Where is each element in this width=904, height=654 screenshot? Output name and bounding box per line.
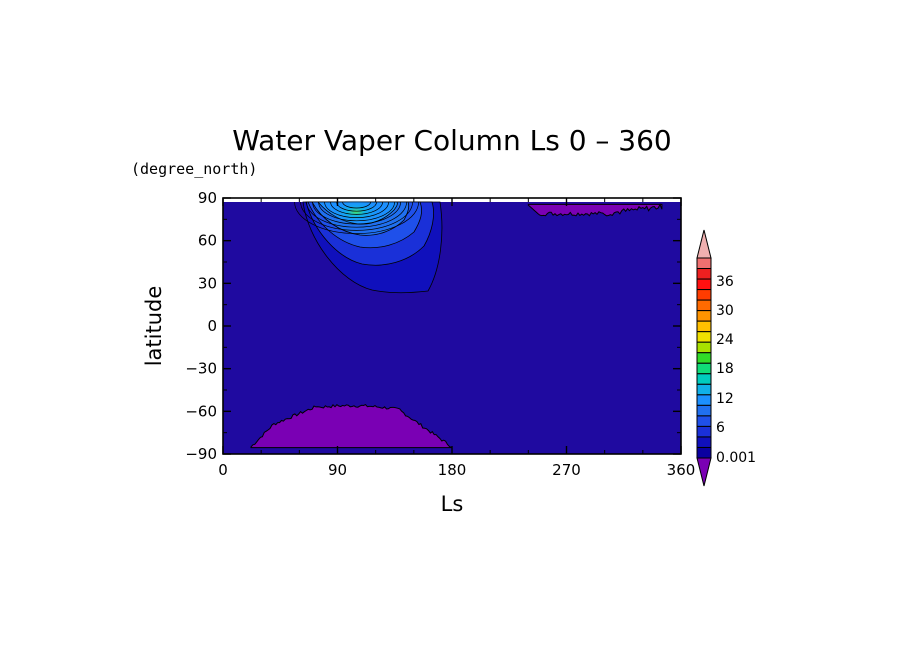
- north-maximum-contours: [294, 200, 443, 294]
- colorbar-box: [696, 257, 712, 270]
- peak-core: [330, 200, 382, 224]
- peak-contour-line: [318, 201, 395, 222]
- colorbar-box: [696, 289, 712, 301]
- colorbar-tick-label: 24: [716, 332, 734, 348]
- colorbar-box: [696, 310, 712, 322]
- colorbar-box: [696, 299, 712, 312]
- colorbar-box: [696, 278, 712, 291]
- peak-contour-line: [342, 201, 371, 209]
- units-label: (degree_north): [131, 160, 257, 178]
- colorbar-box: [696, 415, 712, 427]
- y-axis-label: latitude: [142, 286, 166, 367]
- colorbar-top-triangle: [696, 229, 712, 259]
- y-axis: 90 60 30 0 −30 −60 −90: [185, 189, 681, 463]
- peak-contour-line: [312, 201, 401, 225]
- peak-contour-line: [306, 201, 407, 228]
- background-level: [223, 198, 681, 454]
- x-axis-label: Ls: [441, 492, 464, 516]
- x-tick-label: 270: [552, 461, 581, 479]
- y-tick-label: 0: [207, 317, 217, 335]
- colorbar-box: [696, 341, 712, 354]
- colorbar-box: [696, 373, 712, 385]
- colorbar-box: [696, 320, 712, 333]
- y-tick-label: −30: [185, 360, 217, 378]
- y-tick-label: 60: [198, 232, 217, 250]
- colorbar-box: [696, 268, 712, 280]
- y-tick-label: 30: [198, 274, 217, 292]
- colorbar-box: [696, 331, 712, 343]
- x-tick-label: 0: [218, 461, 228, 479]
- x-axis: 0 90 180 270 360: [218, 198, 695, 479]
- colorbar-box: [696, 352, 712, 364]
- colorbar-box: [696, 404, 712, 417]
- south-dry-region: [250, 403, 453, 449]
- colorbar-bottom-triangle: [696, 457, 712, 487]
- peak-contour-line: [324, 201, 389, 218]
- y-tick-label: −60: [185, 402, 217, 420]
- colorbar-tick-label: 0.001: [716, 450, 756, 466]
- peak-contour-line: [294, 201, 419, 234]
- colorbar-box: [696, 446, 712, 459]
- y-tick-label: −90: [185, 445, 217, 463]
- colorbar-tick-label: 30: [716, 303, 734, 319]
- colorbar-box: [696, 436, 712, 448]
- colorbar-box: [696, 383, 712, 396]
- x-tick-label: 360: [667, 461, 696, 479]
- plot-area: [223, 198, 681, 454]
- colorbar-box: [696, 362, 712, 375]
- colorbar-tick-label: 18: [716, 361, 734, 377]
- x-tick-label: 180: [438, 461, 467, 479]
- x-tick-label: 90: [328, 461, 347, 479]
- colorbar: 36 30 24 18 12 6 0.001: [696, 229, 756, 487]
- peak-contour-line: [300, 201, 413, 231]
- colorbar-tick-label: 6: [716, 420, 725, 436]
- peak-contour-line: [330, 201, 383, 215]
- colorbar-tick-label: 12: [716, 391, 734, 407]
- y-tick-label: 90: [198, 189, 217, 207]
- north-dry-region: [527, 203, 663, 217]
- colorbar-box: [696, 425, 712, 438]
- colorbar-box: [696, 394, 712, 406]
- colorbar-tick-label: 36: [716, 274, 734, 290]
- chart-title: Water Vaper Column Ls 0 – 360: [232, 124, 672, 157]
- peak-contour-lines: [294, 201, 419, 234]
- peak-contour-line: [336, 201, 377, 212]
